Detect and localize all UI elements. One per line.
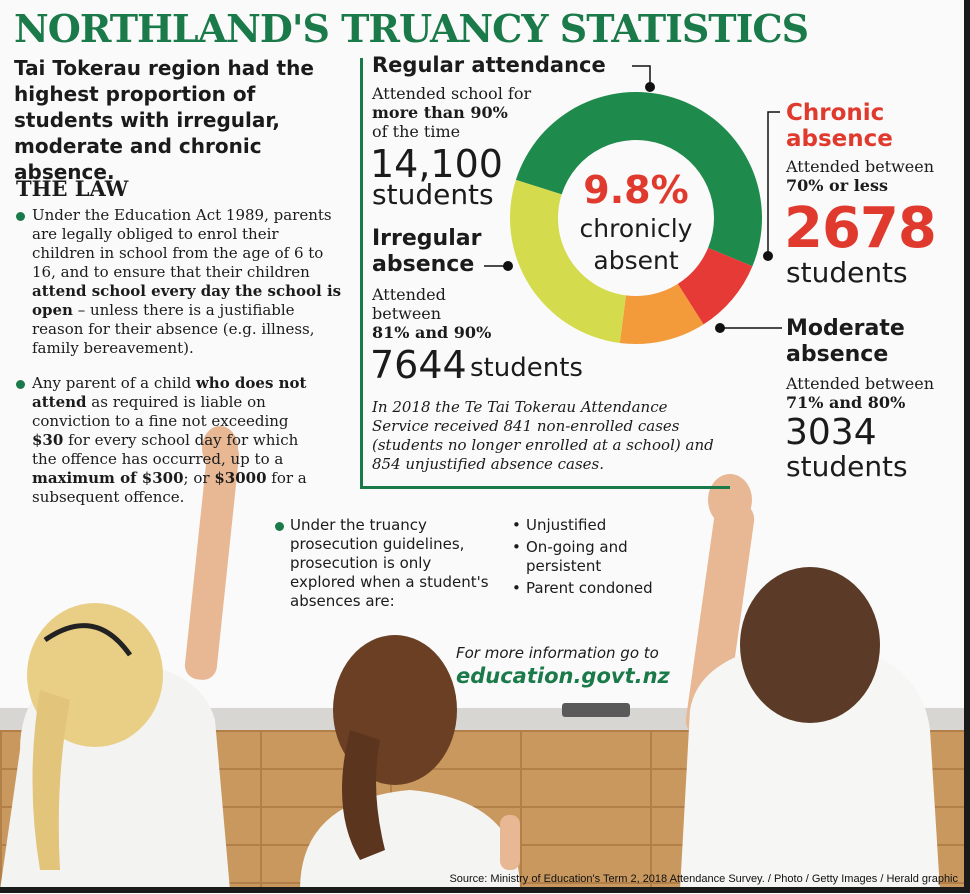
law-bullet-2-bold-4: $3000	[214, 469, 267, 487]
child-left	[0, 420, 250, 890]
center-label-line1: chronicly	[579, 214, 693, 243]
irregular-desc: Attended between 81% and 90%	[372, 285, 522, 342]
donut-chart	[510, 91, 762, 344]
moderate-unit: students	[786, 450, 908, 483]
moderate-desc: Attended between 71% and 80%	[786, 374, 961, 412]
donut-segment-irregular-absence	[510, 179, 626, 343]
moderate-heading-1: Moderate	[786, 316, 905, 341]
eraser	[562, 703, 630, 717]
prosecution-item: Unjustified	[512, 516, 653, 535]
irregular-heading-1: Irregular	[372, 226, 482, 251]
chronic-count: 2678	[784, 196, 937, 261]
law-bullet-2-text-3: for every school day for which the offen…	[32, 431, 299, 468]
bullet-dot	[16, 380, 25, 389]
donut-segment-chronic-absence	[677, 247, 753, 325]
divider-horizontal	[360, 486, 730, 489]
regular-desc-text: Attended school for	[372, 84, 532, 103]
law-bullet-2-bold-2: $30	[32, 431, 64, 449]
law-bullet-1: Under the Education Act 1989, parents ar…	[32, 206, 342, 358]
irregular-unit: students	[470, 353, 583, 383]
law-bullet-2-text: Any parent of a child	[32, 374, 196, 392]
donut-segment-moderate-absence	[619, 283, 704, 344]
divider-vertical	[360, 58, 363, 488]
child-right	[660, 470, 960, 890]
regular-desc: Attended school for more than 90% of the …	[372, 84, 542, 141]
source-credit: Source: Ministry of Education's Term 2, …	[449, 873, 958, 885]
law-bullet-2-text-2: as required is liable on conviction to a…	[32, 393, 289, 430]
chronic-heading-2: absence	[786, 126, 893, 152]
irregular-desc-text-2: between	[372, 304, 442, 323]
donut-segments	[510, 91, 762, 344]
bullet-dot	[275, 522, 284, 531]
prosecution-text: Under the truancy prosecution guidelines…	[290, 516, 489, 610]
center-percent: 9.8%	[583, 168, 689, 212]
irregular-count: 7644	[370, 343, 467, 387]
chronic-desc-bold: 70% or less	[786, 176, 888, 195]
child-middle	[290, 630, 530, 890]
regular-count: 14,100	[370, 142, 503, 186]
prosecution-item-text: On-going and persistent	[526, 538, 628, 575]
law-bullet-1-text-end: – unless there is a justifiable reason f…	[32, 301, 315, 357]
law-bullet-2-text-5: for a subsequent offence.	[32, 469, 307, 506]
attendance-service-note: In 2018 the Te Tai Tokerau Attendance Se…	[372, 398, 714, 473]
irregular-heading-2: absence	[372, 252, 475, 277]
law-bullet-2-bold-3: maximum of $300	[32, 469, 184, 487]
frame-border-bottom	[0, 887, 970, 893]
regular-desc-end: of the time	[372, 122, 461, 141]
law-bullet-2: Any parent of a child who does not atten…	[32, 374, 314, 507]
regular-unit: students	[372, 178, 494, 211]
law-bullet-1-text: Under the Education Act 1989, parents ar…	[32, 206, 332, 281]
more-info-link[interactable]: education.govt.nz	[456, 664, 670, 688]
regular-heading: Regular attendance	[372, 53, 606, 77]
irregular-desc-bold: 81% and 90%	[372, 323, 492, 342]
moderate-desc-text: Attended between	[786, 374, 935, 393]
intro-text: Tai Tokerau region had the highest propo…	[14, 56, 314, 184]
page-title: NORTHLAND'S TRUANCY STATISTICS	[14, 6, 809, 51]
law-heading: THE LAW	[16, 176, 129, 201]
prosecution-item: On-going and persistent	[512, 538, 646, 576]
center-label-line2: absent	[593, 246, 679, 275]
frame-border-right	[964, 0, 970, 893]
law-bullet-1-bold: attend school every day the school is op…	[32, 282, 342, 319]
donut-segment-regular-attendance	[515, 91, 762, 267]
prosecution-list: Unjustified On-going and persistent Pare…	[512, 516, 653, 601]
moderate-count: 3034	[785, 412, 877, 453]
law-bullet-2-text-4: ; or	[183, 469, 215, 487]
regular-desc-bold: more than 90%	[372, 103, 508, 122]
more-info-label: For more information go to	[456, 644, 659, 662]
chronic-desc: Attended between 70% or less	[786, 157, 961, 195]
bullet-dot	[16, 212, 25, 221]
chronic-unit: students	[786, 256, 908, 289]
more-info: For more information go to education.gov…	[456, 644, 670, 688]
moderate-heading-2: absence	[786, 342, 889, 367]
moderate-desc-bold: 71% and 80%	[786, 393, 906, 412]
chronic-desc-text: Attended between	[786, 157, 935, 176]
chronic-heading-1: Chronic	[786, 100, 885, 126]
irregular-desc-text-1: Attended	[372, 285, 446, 304]
prosecution-item: Parent condoned	[512, 579, 653, 598]
law-bullet-2-bold-1: who does not attend	[32, 374, 307, 411]
